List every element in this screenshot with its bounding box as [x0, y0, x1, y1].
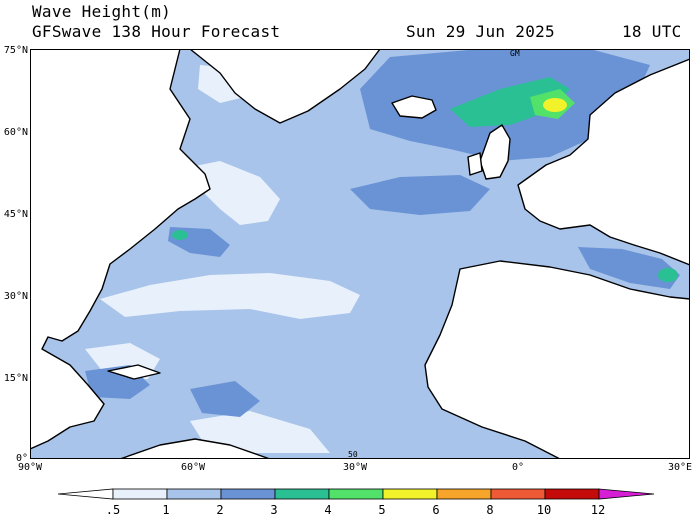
moderate-area-central	[190, 381, 260, 417]
lon-label-0: 0°	[511, 462, 525, 473]
legend-label-10: 10	[536, 503, 552, 517]
rough-area-atlantic-low	[172, 230, 188, 240]
lon-label-30w: 30°W	[342, 462, 368, 473]
lat-label-60n: 60°N	[3, 127, 28, 138]
legend-bin-0	[112, 488, 168, 500]
legend-label-3: 3	[270, 503, 278, 517]
legend-label-4: 4	[324, 503, 332, 517]
color-legend-bar	[58, 488, 655, 500]
very-high-wave-areas	[543, 98, 567, 112]
europe-land	[517, 58, 690, 266]
cuba-land	[107, 364, 161, 380]
map-label-bottom: 50	[348, 450, 358, 459]
legend-label-5: 5	[378, 503, 386, 517]
map-label-top: GM	[510, 49, 520, 58]
lat-label-45n: 45°N	[3, 209, 28, 220]
legend-label-6: 6	[432, 503, 440, 517]
map-title: Wave Height(m)	[32, 2, 172, 21]
legend-label-8: 8	[486, 503, 494, 517]
lat-label-15n: 15°N	[3, 373, 28, 384]
lon-label-30e: 30°E	[667, 462, 693, 473]
wave-height-map: GM 50	[30, 49, 690, 459]
very-high-area-norway	[543, 98, 567, 112]
moderate-area-mid-atlantic	[350, 175, 490, 215]
legend-wedge-high	[598, 488, 655, 500]
lat-label-30n: 30°N	[3, 291, 28, 302]
legend-bin-4	[328, 488, 384, 500]
map-frame	[30, 49, 690, 459]
lon-label-60w: 60°W	[180, 462, 206, 473]
rough-area-eastern-med	[658, 268, 678, 282]
legend-bin-2	[220, 488, 276, 500]
lat-label-0: 0°	[15, 453, 28, 464]
legend-bin-3	[274, 488, 330, 500]
forecast-time: 18 UTC	[622, 22, 682, 41]
lon-label-90w: 90°W	[17, 462, 43, 473]
legend-label-12: 12	[590, 503, 606, 517]
lat-label-75n: 75°N	[3, 45, 28, 56]
moderate-area-mediterranean	[578, 247, 680, 289]
forecast-label: GFSwave 138 Hour Forecast	[32, 22, 281, 41]
legend-bin-5	[382, 488, 438, 500]
africa-land	[424, 260, 690, 459]
legend-bin-7	[490, 488, 546, 500]
legend-bin-1	[166, 488, 222, 500]
calm-area-gulf-stream	[100, 273, 360, 319]
forecast-date: Sun 29 Jun 2025	[406, 22, 555, 41]
ireland-land	[467, 152, 483, 176]
iceland-land	[391, 95, 437, 119]
legend-bin-8	[544, 488, 600, 500]
south-america-land	[119, 438, 271, 459]
legend-bin-6	[436, 488, 492, 500]
north-america-land	[30, 49, 211, 450]
legend-label-0-5: .5	[105, 503, 121, 517]
calm-area-brazil	[190, 411, 330, 453]
landmasses	[30, 49, 690, 459]
greenland-land	[189, 49, 381, 124]
legend-label-1: 1	[162, 503, 170, 517]
legend-label-2: 2	[216, 503, 224, 517]
legend-wedge-low	[58, 488, 114, 500]
